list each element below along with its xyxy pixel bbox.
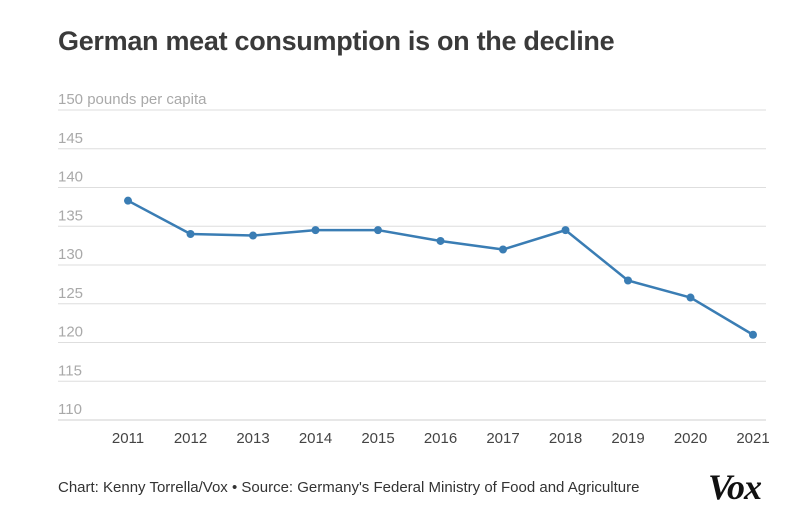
- x-axis: 2011 2012 2013 2014 2015 2016 2017 2018 2019 2020…: [112, 430, 770, 447]
- y-tick-label-140: 140: [58, 169, 83, 186]
- data-point-2013: [249, 231, 257, 240]
- x-tick-label-2021: 2021: [736, 430, 769, 447]
- data-point-2021: [749, 330, 757, 339]
- data-point-2018: [561, 226, 570, 235]
- data-point-2017: [499, 245, 507, 254]
- data-point-2019: [624, 276, 632, 285]
- x-tick-label-2019: 2019: [611, 430, 644, 447]
- series-line: [126, 199, 755, 336]
- source-credit: Chart: Kenny Torrella/Vox • Source: Germ…: [58, 479, 640, 496]
- data-point-2015: [374, 226, 382, 235]
- x-tick-label-2018: 2018: [549, 430, 582, 447]
- data-point-2020: [686, 293, 695, 302]
- x-tick-label-2013: 2013: [236, 430, 269, 447]
- y-tick-label-130: 130: [58, 246, 83, 263]
- y-tick-label-125: 125: [58, 285, 83, 302]
- x-tick-label-2011: 2011: [112, 430, 144, 447]
- data-point-2011: [124, 196, 132, 205]
- series-meat-consumption: [124, 196, 757, 339]
- gridlines: [58, 109, 766, 421]
- x-tick-label-2014: 2014: [299, 430, 332, 447]
- x-tick-label-2017: 2017: [486, 430, 519, 447]
- chart-title: German meat consumption is on the declin…: [58, 26, 615, 56]
- data-point-2014: [311, 226, 320, 235]
- x-tick-label-2015: 2015: [361, 430, 394, 447]
- x-tick-label-2016: 2016: [424, 430, 457, 447]
- line-chart: 110 115 120 125 130 135 140 145 150 pounds per c…: [58, 91, 770, 447]
- x-tick-label-2012: 2012: [174, 430, 207, 447]
- x-tick-label-2020: 2020: [674, 430, 707, 447]
- y-tick-label-145: 145: [58, 130, 83, 147]
- data-point-2012: [186, 230, 195, 238]
- y-axis: 110 115 120 125 130 135 140 145 150 pounds per c…: [58, 91, 207, 418]
- y-tick-label-110: 110: [58, 401, 82, 418]
- vox-logo: Vox: [708, 467, 762, 507]
- y-tick-label-135: 135: [58, 207, 83, 224]
- y-tick-label-150: 150 pounds per capita: [58, 91, 207, 108]
- y-tick-label-115: 115: [58, 362, 82, 379]
- y-tick-label-120: 120: [58, 324, 83, 341]
- data-point-2016: [436, 236, 445, 245]
